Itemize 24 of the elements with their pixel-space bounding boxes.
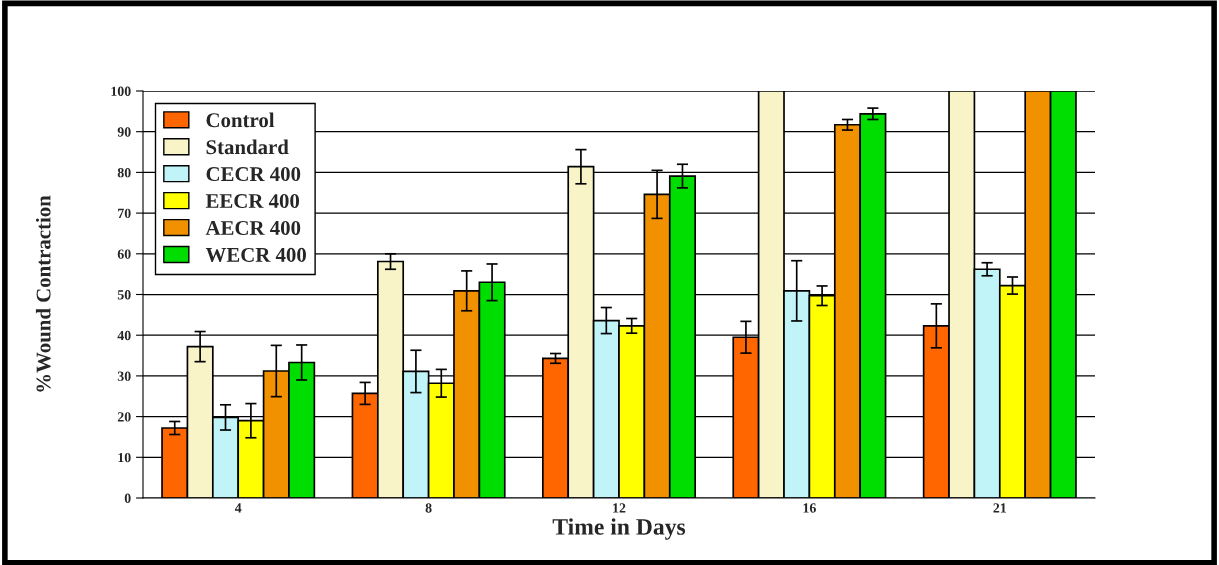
x-axis-title: Time in Days [552,518,686,540]
y-tick-label: 70 [118,208,131,219]
y-axis-title: %Wound Contraction [35,195,51,392]
y-tick-label: 80 [117,167,131,178]
legend-label: EECR 400 [205,194,300,209]
legend-label: Control [206,112,275,128]
y-tick-label: 0 [124,493,131,503]
y-tick-label: 40 [117,330,131,341]
legend-label: AECR 400 [205,220,301,235]
y-tick-label: 60 [117,249,131,259]
legend-label: WECR 400 [205,247,306,263]
legend-label: CECR 400 [206,167,301,182]
x-tick-label: 12 [613,503,626,513]
y-tick-label: 90 [117,127,131,137]
x-tick-label: 21 [993,503,1007,513]
legend-label: Standard [206,139,289,155]
x-tick-label: 16 [803,503,816,513]
y-tick-label: 20 [117,412,131,422]
y-tick-label: 50 [117,290,131,300]
x-tick-label: 4 [234,503,242,513]
y-tick-label: 10 [118,452,131,463]
y-tick-label: 100 [111,86,131,96]
y-tick-label: 30 [117,371,131,381]
x-tick-label: 8 [425,503,432,513]
